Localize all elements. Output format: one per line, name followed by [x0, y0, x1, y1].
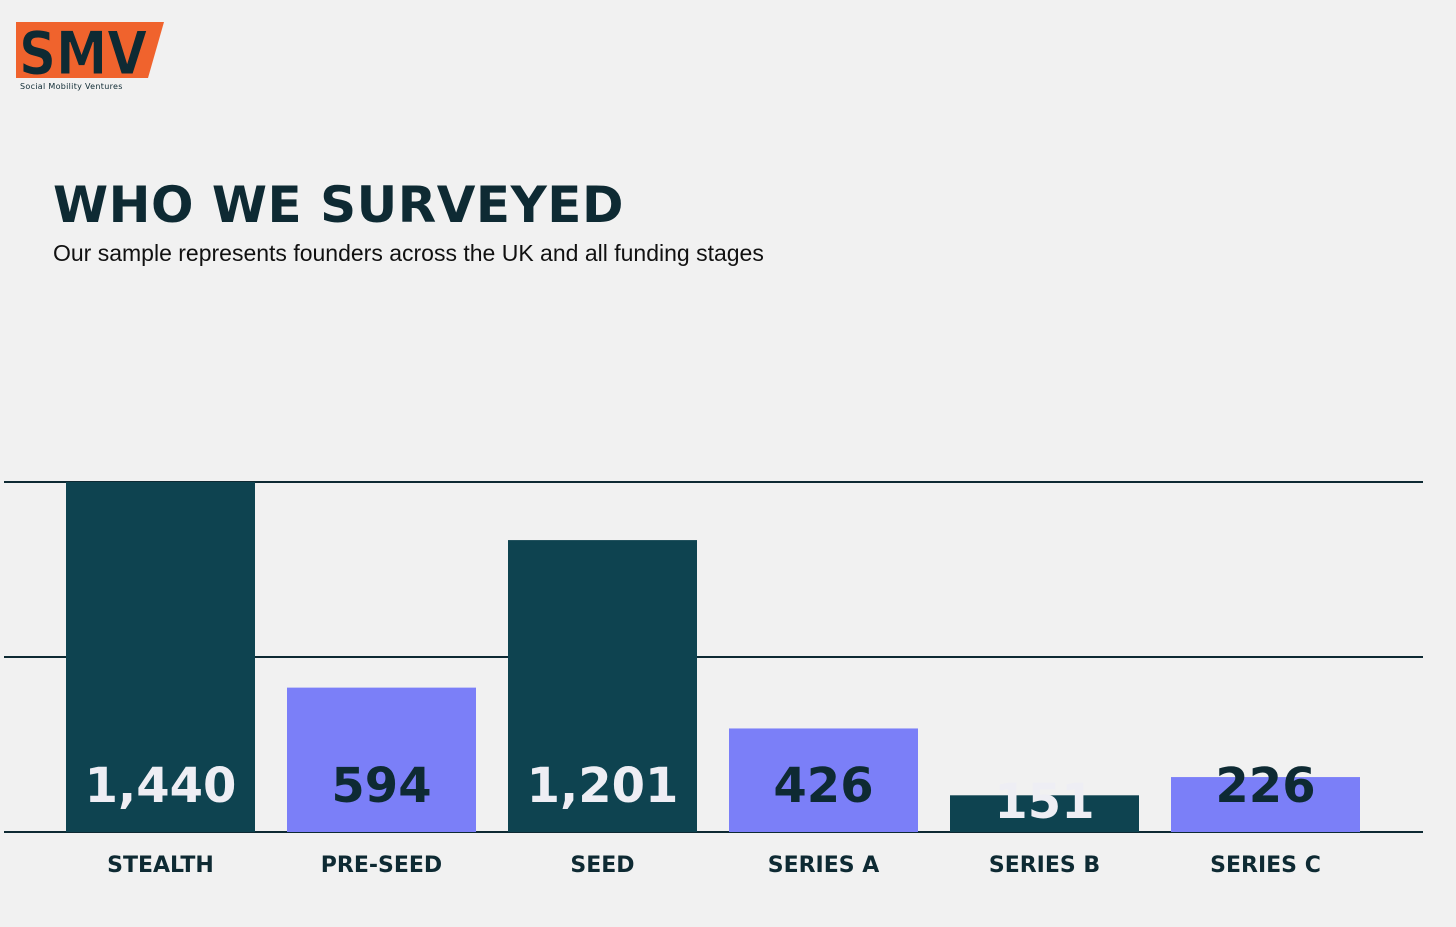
bar-pre-seed — [287, 687, 476, 832]
value-label: 426 — [773, 758, 873, 814]
smv-logo-mark: SMV — [16, 19, 164, 90]
page-subtitle: Our sample represents founders across th… — [53, 240, 764, 266]
value-label: 594 — [331, 758, 431, 814]
bar-stealth — [66, 482, 255, 832]
value-label: 1,201 — [527, 758, 679, 814]
category-label: PRE-SEED — [321, 853, 442, 878]
category-label: SERIES A — [768, 853, 880, 878]
page-title: WHO WE SURVEYED — [53, 176, 624, 234]
category-label: SEED — [570, 853, 634, 878]
value-label: 1,440 — [85, 758, 237, 814]
chart-bars — [66, 482, 1360, 832]
bar-series-b — [950, 795, 1139, 832]
category-label: STEALTH — [107, 853, 214, 878]
bar-seed — [508, 540, 697, 832]
category-label: SERIES C — [1210, 853, 1321, 878]
bar-series-c — [1171, 777, 1360, 832]
value-label: 226 — [1215, 758, 1315, 814]
logo-tagline: Social Mobility Ventures — [20, 82, 123, 91]
value-label: 151 — [994, 774, 1094, 830]
logo: SMV — [16, 19, 166, 94]
bar-series-a — [729, 728, 918, 832]
logo-wordmark: SMV — [19, 20, 147, 80]
category-label: SERIES B — [989, 853, 1100, 878]
chart-labels: 1,440 STEALTH 594 PRE-SEED 1,201 SEED 426 SERIE… — [85, 758, 1321, 878]
logo-background — [16, 22, 164, 78]
